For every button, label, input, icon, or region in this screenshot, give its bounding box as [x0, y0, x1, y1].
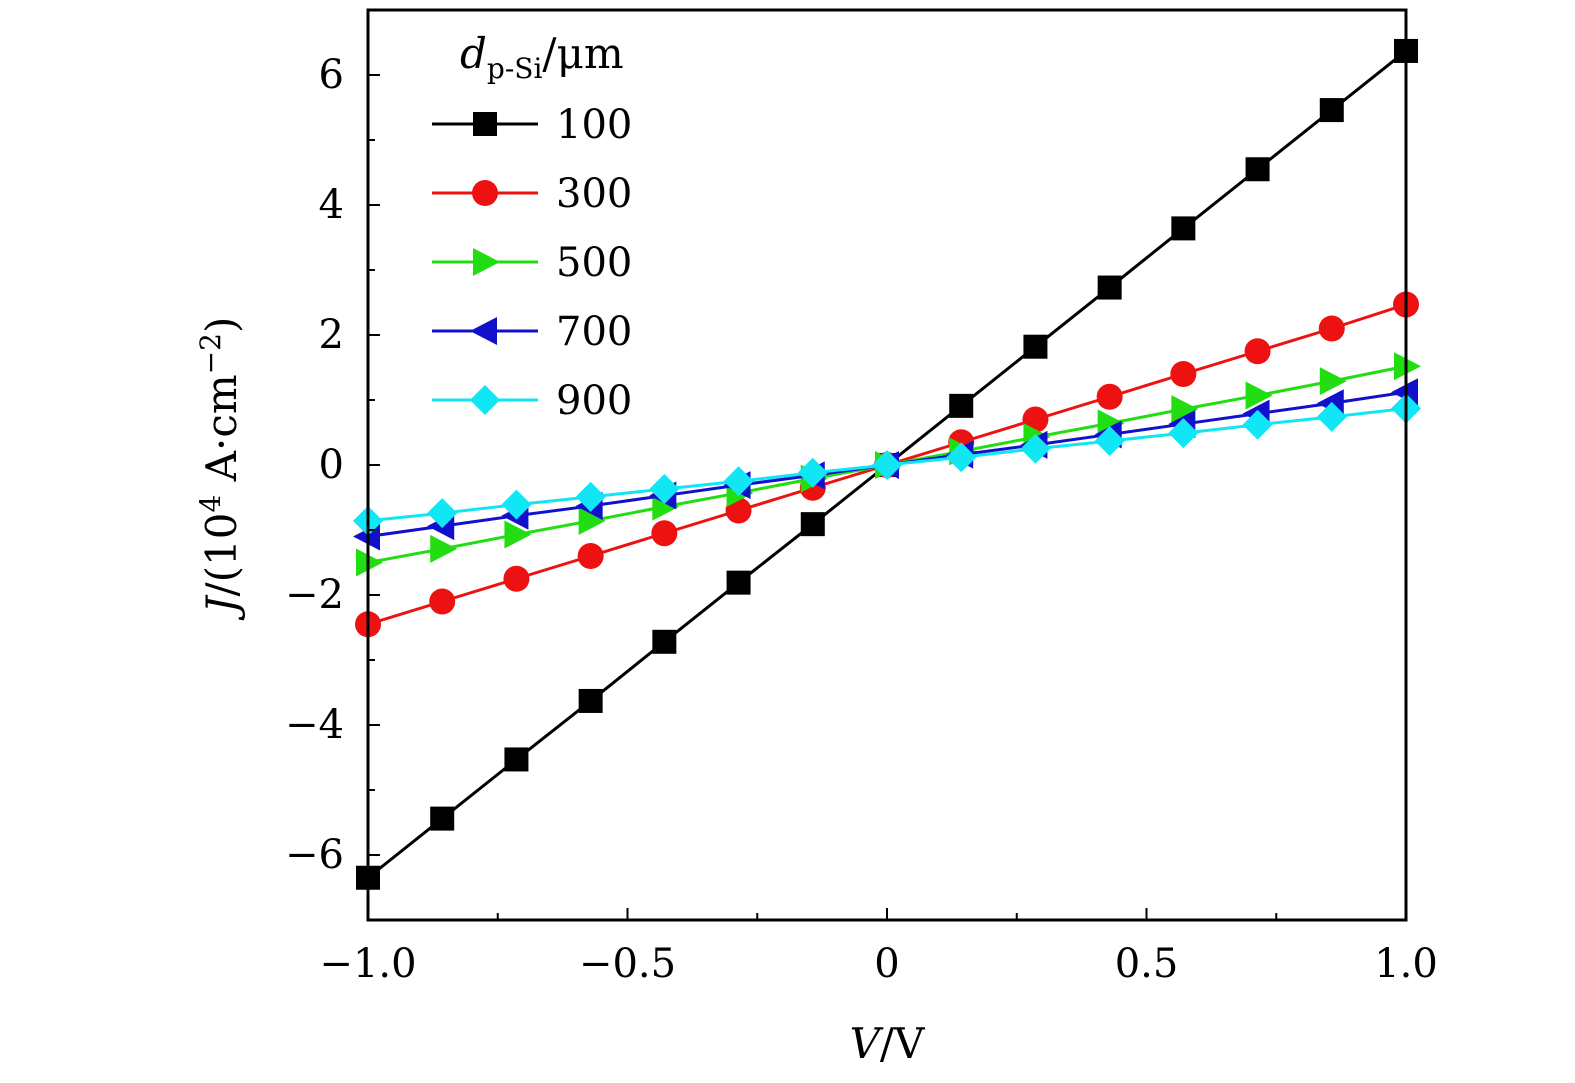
legend-label: 100 — [556, 102, 632, 148]
legend-label: 500 — [556, 240, 632, 286]
legend-label: 300 — [556, 171, 632, 217]
x-tick-label: −0.5 — [579, 941, 676, 987]
legend-title: dp-Si/μm — [460, 29, 624, 85]
data-point — [430, 534, 458, 563]
data-point — [1170, 361, 1197, 387]
data-point — [1171, 216, 1196, 241]
legend-label: 700 — [556, 309, 632, 355]
y-tick-label: 0 — [319, 442, 344, 488]
data-point — [872, 450, 902, 480]
data-point — [1171, 395, 1199, 424]
y-tick-label: −4 — [285, 702, 344, 748]
legend-marker — [473, 112, 497, 136]
data-point — [1168, 418, 1199, 449]
legend-marker — [472, 180, 498, 206]
data-point — [578, 506, 606, 535]
series-layer — [353, 38, 1421, 890]
y-axis-title: J/(104 A·cm−2) — [194, 317, 246, 622]
data-point — [504, 520, 532, 549]
legend-label: 900 — [556, 378, 632, 424]
legend-marker — [470, 317, 497, 345]
data-point — [1316, 401, 1347, 432]
data-point — [501, 489, 532, 520]
data-point — [1020, 433, 1051, 464]
data-point — [723, 466, 754, 497]
x-tick-label: 0.5 — [1115, 941, 1179, 987]
data-point — [1094, 425, 1125, 456]
legend-entry-900: 900 — [432, 378, 632, 424]
data-point — [1097, 275, 1122, 300]
x-axis-title: V/V — [850, 1019, 925, 1068]
data-point — [797, 457, 828, 488]
y-tick-label: 4 — [319, 182, 344, 228]
data-point — [503, 565, 530, 592]
data-point — [1023, 334, 1048, 359]
legend-entry-300: 300 — [432, 171, 632, 217]
x-tick-label: −1.0 — [319, 941, 416, 987]
data-point — [429, 588, 456, 615]
data-point — [1096, 383, 1123, 410]
data-point — [1244, 338, 1271, 365]
series-900 — [353, 393, 1421, 536]
data-point — [800, 512, 825, 537]
data-point — [1318, 315, 1345, 342]
data-point — [1319, 367, 1347, 396]
legend: dp-Si/μm 100 300 500 700 900 — [432, 29, 632, 424]
data-point — [430, 806, 455, 831]
y-tick-label: −2 — [285, 572, 344, 618]
data-point — [578, 688, 603, 713]
y-tick-label: 6 — [319, 52, 344, 98]
x-tick-label: 0 — [874, 941, 899, 987]
data-point — [726, 570, 751, 595]
legend-entry-500: 500 — [432, 240, 632, 286]
data-point — [575, 481, 606, 512]
tick-layer: −1.0 −0.5 0 0.5 1.0 −6 −4 −2 0 2 4 6 — [285, 9, 1438, 987]
data-point — [427, 498, 458, 529]
y-tick-label: 2 — [319, 312, 344, 358]
data-point — [946, 442, 977, 473]
legend-entry-700: 700 — [432, 309, 632, 355]
data-point — [504, 747, 529, 772]
data-point — [652, 629, 677, 654]
data-point — [949, 393, 974, 418]
data-point — [1319, 98, 1344, 123]
data-point — [1245, 381, 1273, 410]
data-point — [649, 474, 680, 505]
data-point — [577, 543, 604, 569]
data-point — [1245, 157, 1270, 182]
data-point — [651, 520, 678, 547]
data-point — [1242, 409, 1273, 440]
x-tick-label: 1.0 — [1374, 941, 1438, 987]
legend-marker — [470, 385, 500, 415]
y-tick-label: −6 — [285, 832, 344, 878]
legend-marker — [473, 248, 500, 276]
legend-entry-100: 100 — [432, 102, 632, 148]
